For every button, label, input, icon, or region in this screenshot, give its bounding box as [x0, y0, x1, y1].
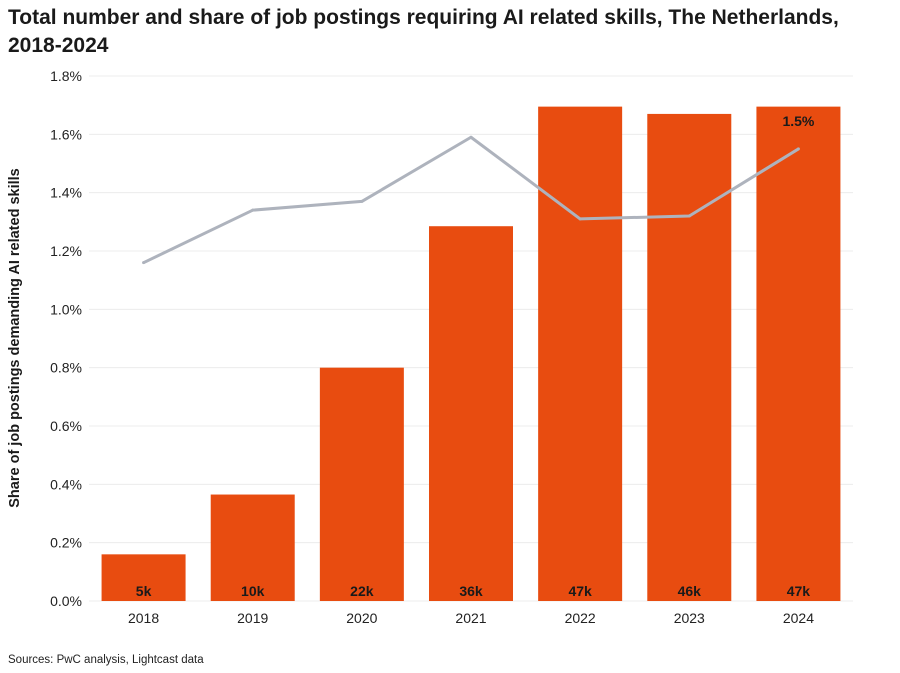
- x-tick-label: 2021: [455, 610, 486, 626]
- y-tick-label: 1.2%: [50, 243, 82, 259]
- y-tick-label: 0.6%: [50, 418, 82, 434]
- bar: [538, 106, 623, 601]
- y-tick-label: 0.0%: [50, 593, 82, 609]
- bar-data-label: 5k: [136, 583, 152, 599]
- y-tick-label: 1.6%: [50, 126, 82, 142]
- bar: [101, 554, 186, 601]
- y-tick-label: 0.8%: [50, 360, 82, 376]
- source-note: Sources: PwC analysis, Lightcast data: [8, 654, 204, 666]
- bar-data-label: 36k: [459, 583, 483, 599]
- bar: [756, 106, 841, 601]
- bar: [429, 226, 513, 602]
- bar: [319, 367, 404, 601]
- y-tick-label: 1.0%: [50, 301, 82, 317]
- share-line: 1.5%: [142, 113, 815, 265]
- y-tick-label: 1.4%: [50, 185, 82, 201]
- share-line-label: 1.5%: [782, 113, 814, 129]
- bar-data-label: 22k: [350, 583, 374, 599]
- x-axis-ticks: 2018 2019 2020 2021 2022 2023 2024: [128, 610, 814, 626]
- y-tick-label: 0.4%: [50, 476, 82, 492]
- bar: [210, 494, 295, 601]
- share-line-point: [796, 147, 800, 151]
- share-line-point: [578, 217, 582, 221]
- x-tick-label: 2022: [565, 610, 596, 626]
- share-line-point: [360, 199, 364, 203]
- y-tick-label: 1.8%: [50, 68, 82, 84]
- bar-data-labels: 5k 10k 22k 36k 47k 46k 47k: [136, 583, 811, 599]
- bar-data-label: 10k: [241, 583, 265, 599]
- y-axis-ticks: 0.0% 0.2% 0.4% 0.6% 0.8% 1.0% 1.2% 1.4% 1.6% 1.8%: [50, 68, 82, 609]
- bar-data-label: 46k: [678, 583, 702, 599]
- x-tick-label: 2020: [346, 610, 377, 626]
- share-line-point: [251, 208, 255, 212]
- share-line-point: [142, 261, 146, 265]
- bars: [101, 106, 841, 602]
- x-tick-label: 2023: [674, 610, 705, 626]
- share-line-point: [687, 214, 691, 218]
- y-tick-label: 0.2%: [50, 535, 82, 551]
- y-axis-label: Share of job postings demanding AI relat…: [7, 168, 23, 507]
- chart-title: Total number and share of job postings r…: [8, 6, 839, 57]
- share-line-point: [469, 135, 473, 139]
- bar-data-label: 47k: [568, 583, 592, 599]
- bar-data-label: 47k: [787, 583, 811, 599]
- x-tick-label: 2019: [237, 610, 268, 626]
- x-tick-label: 2024: [783, 610, 814, 626]
- x-tick-label: 2018: [128, 610, 159, 626]
- bar: [647, 113, 732, 602]
